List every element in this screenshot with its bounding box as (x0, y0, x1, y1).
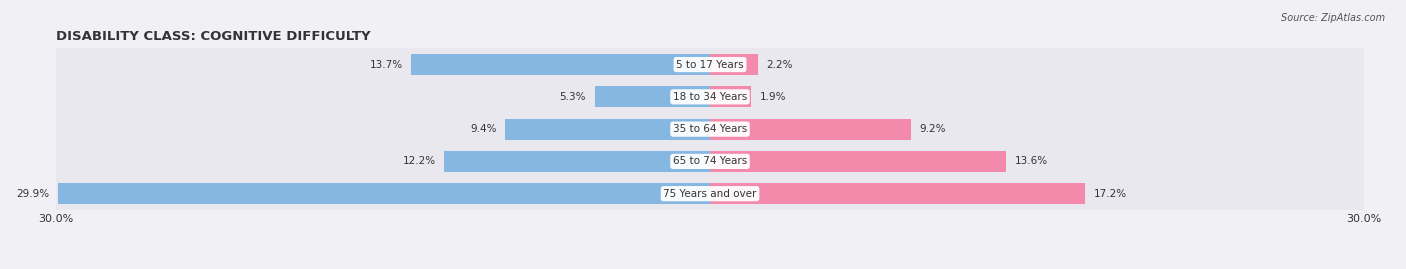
Bar (710, 183, 1085, 204)
Text: 13.7%: 13.7% (370, 59, 402, 70)
Bar (59, 183, 710, 204)
Bar (444, 151, 710, 172)
Bar (56, 48, 1364, 81)
Bar (710, 86, 751, 107)
Text: 13.6%: 13.6% (1015, 156, 1049, 167)
Bar (56, 113, 1364, 145)
Text: 9.4%: 9.4% (470, 124, 496, 134)
Text: 1.9%: 1.9% (761, 92, 786, 102)
Text: 5.3%: 5.3% (560, 92, 586, 102)
Bar (56, 145, 1364, 178)
Bar (412, 54, 710, 75)
Bar (710, 119, 911, 140)
Text: 12.2%: 12.2% (402, 156, 436, 167)
Bar (710, 151, 1007, 172)
Bar (56, 178, 1364, 210)
Bar (710, 54, 758, 75)
Text: 65 to 74 Years: 65 to 74 Years (673, 156, 747, 167)
Bar (595, 86, 710, 107)
Text: 2.2%: 2.2% (766, 59, 793, 70)
Text: 75 Years and over: 75 Years and over (664, 189, 756, 199)
Text: 18 to 34 Years: 18 to 34 Years (673, 92, 747, 102)
Text: 5 to 17 Years: 5 to 17 Years (676, 59, 744, 70)
Text: 29.9%: 29.9% (17, 189, 49, 199)
Text: 17.2%: 17.2% (1094, 189, 1126, 199)
Text: 35 to 64 Years: 35 to 64 Years (673, 124, 747, 134)
Bar (505, 119, 710, 140)
Bar (56, 81, 1364, 113)
Text: Source: ZipAtlas.com: Source: ZipAtlas.com (1281, 13, 1385, 23)
Text: DISABILITY CLASS: COGNITIVE DIFFICULTY: DISABILITY CLASS: COGNITIVE DIFFICULTY (56, 30, 371, 43)
Text: 9.2%: 9.2% (920, 124, 946, 134)
